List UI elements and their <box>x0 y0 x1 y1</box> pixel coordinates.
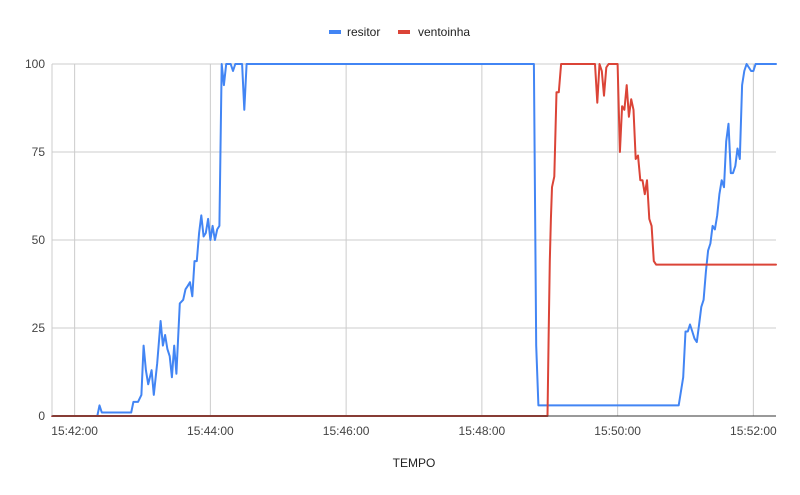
x-tick-label: 15:42:00 <box>51 424 98 438</box>
y-tick-label: 25 <box>32 321 46 335</box>
y-tick-label: 75 <box>32 145 46 159</box>
legend-label-resitor: resitor <box>347 25 380 39</box>
legend: resitor ventoinha <box>329 25 470 39</box>
legend-swatch-ventoinha <box>398 30 410 34</box>
x-tick-label: 15:48:00 <box>459 424 506 438</box>
tick-labels: 0 25 50 75 100 15:42:00 15:44:00 15:46:00 15:48:… <box>25 57 777 438</box>
x-tick-label: 15:52:00 <box>730 424 777 438</box>
legend-swatch-resitor <box>329 30 341 34</box>
legend-label-ventoinha: ventoinha <box>418 25 470 39</box>
axes <box>51 64 776 417</box>
series-line-resitor <box>51 63 777 417</box>
gridlines <box>52 63 776 416</box>
x-tick-label: 15:46:00 <box>323 424 370 438</box>
x-axis-title: TEMPO <box>393 456 436 470</box>
series-lines <box>51 63 777 417</box>
y-tick-label: 50 <box>32 233 46 247</box>
x-tick-label: 15:50:00 <box>594 424 641 438</box>
x-tick-label: 15:44:00 <box>187 424 234 438</box>
series-line-ventoinha <box>51 63 777 417</box>
y-tick-label: 0 <box>38 409 45 423</box>
y-tick-label: 100 <box>25 57 45 71</box>
